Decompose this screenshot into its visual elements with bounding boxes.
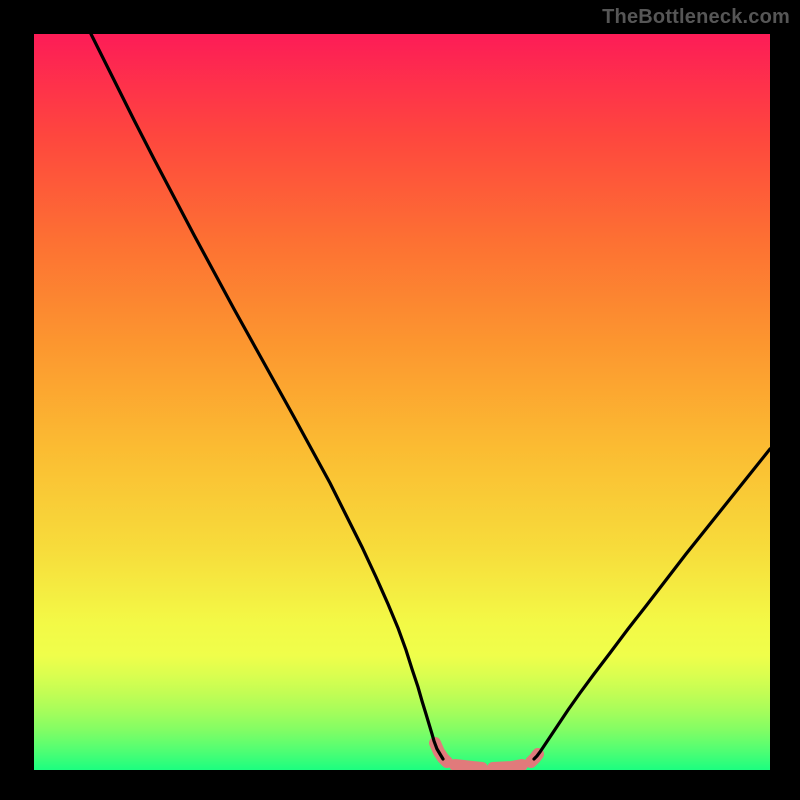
pink-bottom-segment xyxy=(455,765,482,768)
plot-area xyxy=(34,34,770,770)
pink-bottom-segment xyxy=(493,765,522,768)
left-curve xyxy=(91,34,443,759)
outer-frame: TheBottleneck.com xyxy=(0,0,800,800)
watermark-text: TheBottleneck.com xyxy=(602,6,790,29)
curve-layer xyxy=(34,34,770,770)
right-curve xyxy=(534,449,770,759)
